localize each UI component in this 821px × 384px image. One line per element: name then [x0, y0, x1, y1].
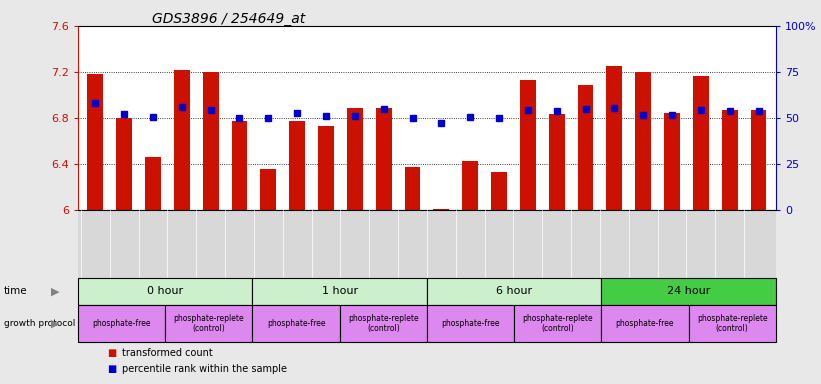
Text: 1 hour: 1 hour	[322, 286, 358, 296]
Bar	[376, 108, 392, 210]
Bar	[347, 108, 363, 210]
Text: phosphate-replete
(control): phosphate-replete (control)	[348, 314, 419, 333]
Bar	[78, 305, 165, 342]
Text: phosphate-free: phosphate-free	[267, 319, 325, 328]
Bar	[520, 80, 536, 210]
Text: phosphate-free: phosphate-free	[441, 319, 500, 328]
Bar	[318, 126, 334, 210]
Text: phosphate-free: phosphate-free	[92, 319, 151, 328]
Bar	[601, 278, 776, 305]
Bar	[427, 278, 601, 305]
Bar	[253, 305, 340, 342]
Bar	[289, 121, 305, 210]
Bar	[462, 161, 478, 210]
Bar	[578, 85, 594, 210]
Text: 6 hour: 6 hour	[496, 286, 532, 296]
Text: percentile rank within the sample: percentile rank within the sample	[122, 364, 287, 374]
Text: transformed count: transformed count	[122, 348, 213, 358]
Bar	[427, 305, 514, 342]
Bar	[722, 110, 737, 210]
Text: phosphate-free: phosphate-free	[616, 319, 674, 328]
Text: 0 hour: 0 hour	[147, 286, 183, 296]
Text: growth protocol: growth protocol	[4, 319, 76, 328]
Text: GDS3896 / 254649_at: GDS3896 / 254649_at	[152, 12, 305, 25]
Bar	[203, 72, 218, 210]
Bar	[548, 114, 565, 210]
Bar	[145, 157, 161, 210]
Bar	[433, 209, 449, 210]
Bar	[165, 305, 253, 342]
Text: phosphate-replete
(control): phosphate-replete (control)	[522, 314, 593, 333]
Bar	[117, 118, 132, 210]
Bar	[491, 172, 507, 210]
Bar	[87, 74, 103, 210]
Text: ■: ■	[107, 348, 116, 358]
Bar	[514, 305, 601, 342]
Bar	[689, 305, 776, 342]
Bar	[607, 66, 622, 210]
Text: ▶: ▶	[51, 318, 59, 329]
Bar	[253, 278, 427, 305]
Bar	[174, 70, 190, 210]
Bar	[693, 76, 709, 210]
Bar	[405, 167, 420, 210]
Text: time: time	[4, 286, 28, 296]
Bar	[635, 72, 651, 210]
Text: 24 hour: 24 hour	[667, 286, 710, 296]
Bar	[340, 305, 427, 342]
Text: ▶: ▶	[51, 286, 59, 296]
Text: phosphate-replete
(control): phosphate-replete (control)	[697, 314, 768, 333]
Bar	[601, 305, 689, 342]
Bar	[750, 110, 767, 210]
Bar	[260, 169, 276, 210]
Bar	[232, 121, 247, 210]
Bar	[78, 278, 253, 305]
Bar	[664, 113, 680, 210]
Text: ■: ■	[107, 364, 116, 374]
Text: phosphate-replete
(control): phosphate-replete (control)	[173, 314, 244, 333]
